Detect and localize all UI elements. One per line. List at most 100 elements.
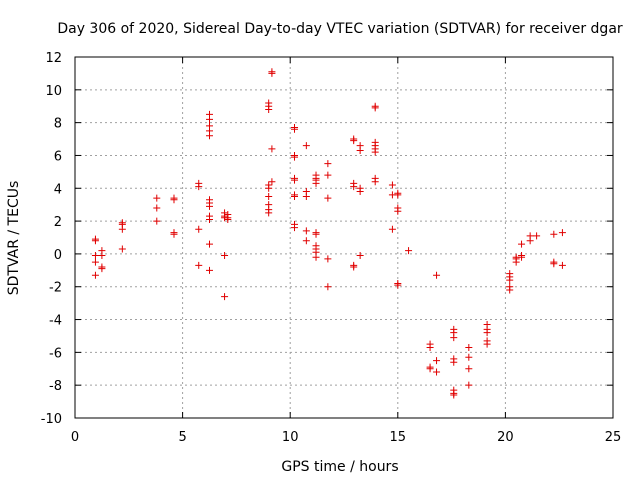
data-point: [91, 271, 99, 279]
data-point: [483, 329, 491, 337]
data-point: [221, 252, 229, 260]
y-axis-label: SDTVAR / TECUs: [6, 181, 22, 296]
data-point: [153, 204, 161, 212]
data-point: [324, 160, 332, 168]
data-point: [153, 194, 161, 202]
data-point: [394, 191, 402, 199]
data-point: [394, 207, 402, 215]
data-point: [170, 230, 178, 238]
data-point: [98, 252, 106, 260]
data-point: [550, 230, 558, 238]
data-point: [324, 194, 332, 202]
y-tick-label: 12: [45, 51, 62, 66]
data-point: [518, 240, 526, 248]
data-point: [405, 247, 413, 255]
data-point: [433, 271, 441, 279]
data-point: [268, 178, 276, 186]
data-point: [465, 343, 473, 351]
data-point: [526, 237, 534, 245]
data-point: [506, 276, 514, 284]
data-point: [518, 253, 526, 261]
data-point: [356, 252, 364, 260]
y-tick-label: -2: [49, 281, 62, 296]
x-tick-label: 25: [605, 430, 622, 445]
y-tick-label: 4: [54, 182, 62, 197]
chart-title: Day 306 of 2020, Sidereal Day-to-day VTE…: [57, 21, 623, 37]
data-point: [371, 104, 379, 112]
data-point: [558, 261, 566, 269]
data-point: [91, 252, 99, 260]
data-point: [291, 192, 299, 200]
data-point: [371, 148, 379, 156]
data-point: [312, 230, 320, 238]
data-point: [426, 365, 434, 373]
data-point: [558, 229, 566, 237]
y-tick-label: 6: [54, 149, 62, 164]
y-tick-label: 0: [54, 248, 62, 263]
data-point: [324, 255, 332, 263]
plot-frame: [74, 56, 614, 419]
data-point: [394, 281, 402, 289]
data-point: [312, 253, 320, 261]
data-point: [450, 334, 458, 342]
data-point: [388, 181, 396, 189]
data-point: [465, 353, 473, 361]
data-point: [195, 183, 203, 191]
x-tick-label: 0: [71, 430, 79, 445]
data-point: [426, 343, 434, 351]
data-point: [302, 227, 310, 235]
data-point: [550, 260, 558, 268]
data-point: [265, 209, 273, 217]
data-point: [195, 225, 203, 233]
y-tick-label: -10: [41, 412, 62, 427]
x-tick-label: 15: [390, 430, 407, 445]
data-point: [483, 340, 491, 348]
data-point: [302, 237, 310, 245]
data-point: [265, 184, 273, 192]
data-point: [506, 286, 514, 294]
data-point: [371, 178, 379, 186]
data-point: [324, 283, 332, 291]
data-point: [512, 258, 520, 266]
data-point: [98, 265, 106, 273]
data-point: [153, 217, 161, 225]
data-point: [268, 145, 276, 153]
data-point: [291, 125, 299, 133]
data-point: [350, 137, 358, 145]
data-point: [206, 240, 213, 248]
x-tick-label: 10: [282, 430, 299, 445]
data-point: [91, 258, 99, 266]
y-tick-label: -6: [49, 346, 62, 361]
data-point: [350, 263, 358, 271]
data-point: [265, 106, 273, 114]
data-point: [465, 365, 473, 373]
data-point: [268, 69, 276, 77]
data-point: [433, 357, 441, 365]
data-point: [450, 358, 458, 366]
x-axis-label: GPS time / hours: [281, 459, 398, 475]
data-point: [356, 147, 364, 155]
data-point: [388, 225, 396, 233]
data-point: [224, 215, 232, 223]
data-point: [91, 237, 99, 245]
y-tick-label: 2: [54, 215, 62, 230]
data-point: [291, 224, 299, 232]
data-point: [465, 381, 473, 389]
y-tick-label: -8: [49, 379, 62, 394]
data-point: [533, 232, 541, 240]
data-point: [221, 293, 229, 301]
data-point: [206, 132, 213, 140]
data-point: [206, 202, 213, 210]
data-point: [312, 179, 320, 187]
x-tick-label: 5: [178, 430, 186, 445]
data-point: [195, 261, 203, 269]
data-point: [350, 183, 358, 191]
data-point: [206, 266, 213, 274]
data-point: [291, 153, 299, 161]
data-point: [206, 215, 213, 223]
data-point: [118, 245, 126, 253]
grid-lines: [75, 57, 613, 418]
y-tick-label: 10: [45, 84, 62, 99]
data-point: [433, 368, 441, 376]
